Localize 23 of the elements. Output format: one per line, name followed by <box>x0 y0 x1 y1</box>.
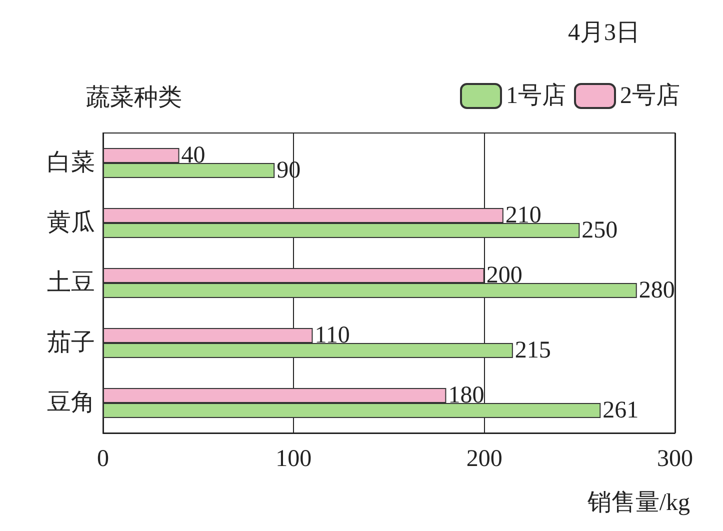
chart-title: 4月3日 <box>568 20 640 46</box>
data-label: 200 <box>486 262 522 288</box>
x-tick-label: 100 <box>276 446 312 472</box>
data-label: 261 <box>602 398 639 424</box>
y-tick-label: 白菜 <box>47 150 95 176</box>
x-axis-title: 销售量/kg <box>586 490 690 516</box>
y-tick-label: 黄瓜 <box>47 210 95 236</box>
y-axis-title: 蔬菜种类 <box>86 85 182 111</box>
y-tick-label: 茄子 <box>47 330 95 356</box>
data-label: 110 <box>314 322 350 348</box>
x-tick-label: 200 <box>466 446 502 472</box>
y-tick-label: 豆角 <box>47 390 95 416</box>
legend-label: 1号店 <box>506 82 566 109</box>
x-tick-label: 0 <box>97 446 109 472</box>
data-label: 40 <box>181 142 206 168</box>
data-label: 280 <box>638 278 675 304</box>
y-tick-label: 土豆 <box>47 270 95 296</box>
data-label: 210 <box>505 202 542 228</box>
data-label: 250 <box>582 218 618 244</box>
data-label: 180 <box>448 382 484 408</box>
data-label: 215 <box>514 338 551 364</box>
x-tick-label: 300 <box>657 446 693 472</box>
legend-label: 2号店 <box>620 82 680 109</box>
